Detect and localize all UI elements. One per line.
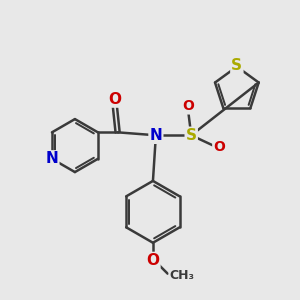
Text: O: O bbox=[213, 140, 225, 154]
Text: N: N bbox=[46, 151, 58, 166]
Text: N: N bbox=[149, 128, 162, 143]
Text: CH₃: CH₃ bbox=[169, 268, 194, 282]
Text: S: S bbox=[231, 58, 242, 73]
Text: O: O bbox=[146, 253, 159, 268]
Text: O: O bbox=[108, 92, 121, 106]
Text: S: S bbox=[186, 128, 197, 143]
Text: O: O bbox=[182, 99, 194, 113]
